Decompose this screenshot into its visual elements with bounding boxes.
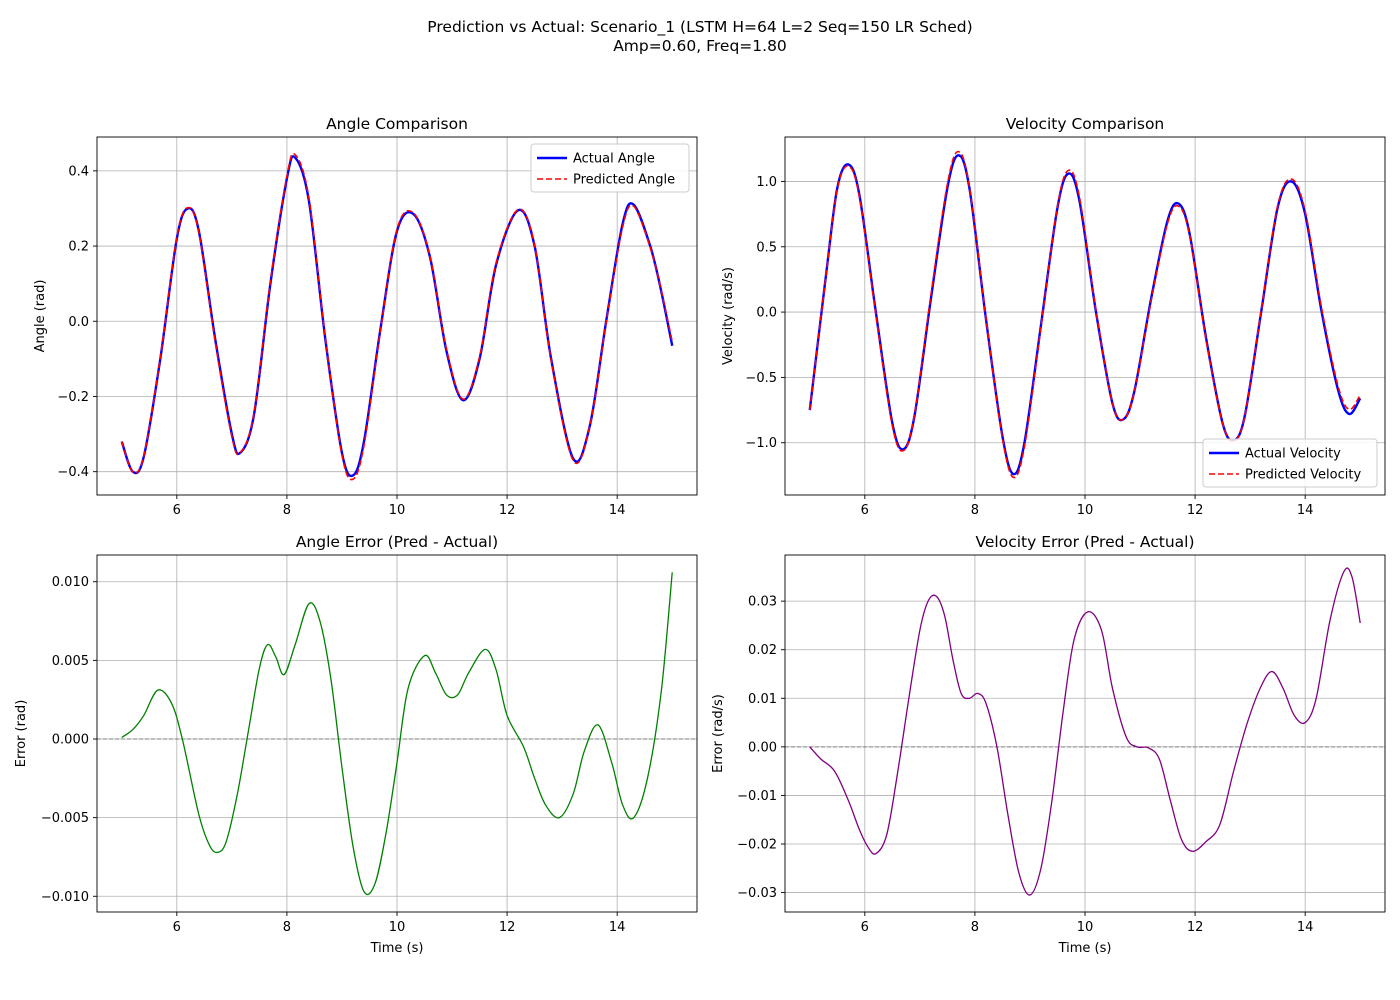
velocity_error-xtick-label: 6 xyxy=(861,920,869,935)
velocity_error-ytick-label: 0.00 xyxy=(748,740,777,755)
velocity_error-ylabel: Error (rad/s) xyxy=(711,694,726,773)
velocity-legend-box xyxy=(1202,438,1378,488)
velocity_error-series-velocity-error xyxy=(809,567,1361,896)
velocity_error-panel: 6 8 10 12 14 −0.03 −0.02 −0.01 0.00 0.01 0.02 0.03 V… xyxy=(711,533,1386,956)
velocity_error-xtick-label: 8 xyxy=(971,920,979,935)
angle-xtick-label: 6 xyxy=(173,503,181,518)
angle-panel: 6 8 10 12 14 −0.4 −0.2 0.0 0.2 0.4 Angle Compariso… xyxy=(33,115,698,518)
velocity-legend-label: Actual Velocity xyxy=(1245,447,1341,462)
angle_error-ytick-label: 0.005 xyxy=(52,654,89,669)
angle_error-ytick-label: −0.005 xyxy=(41,811,89,826)
velocity_error-ytick-label: −0.03 xyxy=(737,886,777,901)
velocity-xtick-label: 8 xyxy=(971,503,979,518)
velocity_error-xlabel: Time (s) xyxy=(1058,941,1112,956)
angle-legend-box xyxy=(530,143,690,193)
angle_error-xlabel: Time (s) xyxy=(370,941,424,956)
angle-ytick-label: 0.2 xyxy=(68,240,89,255)
velocity_error-ytick-label: −0.02 xyxy=(737,838,777,853)
angle-xtick-label: 8 xyxy=(283,503,291,518)
velocity_error-ytick-label: 0.02 xyxy=(748,643,777,658)
angle-title: Angle Comparison xyxy=(326,115,468,133)
velocity_error-ytick-label: −0.01 xyxy=(737,789,777,804)
angle_error-series-angle-error xyxy=(121,572,673,896)
velocity_error-ytick-label: 0.03 xyxy=(748,595,777,610)
angle_error-title: Angle Error (Pred - Actual) xyxy=(296,533,498,551)
angle_error-xtick-label: 10 xyxy=(389,920,406,935)
suptitle-line-2: Amp=0.60, Freq=1.80 xyxy=(613,37,787,55)
angle_error-xtick-label: 8 xyxy=(283,920,291,935)
velocity-series-predicted-velocity xyxy=(808,150,1361,479)
angle-ytick-label: −0.4 xyxy=(57,465,89,480)
angle_error-xtick-label: 12 xyxy=(499,920,516,935)
angle-ytick-label: 0.4 xyxy=(68,164,89,179)
velocity_error-xtick-label: 10 xyxy=(1077,920,1094,935)
velocity-title: Velocity Comparison xyxy=(1006,115,1165,133)
suptitle-line-1: Prediction vs Actual: Scenario_1 (LSTM H… xyxy=(427,18,972,37)
velocity_error-title: Velocity Error (Pred - Actual) xyxy=(975,533,1194,551)
velocity-xtick-label: 6 xyxy=(861,503,869,518)
angle-ytick-label: −0.2 xyxy=(57,390,89,405)
angle-legend-label: Predicted Angle xyxy=(573,173,675,188)
velocity_error-xtick-label: 14 xyxy=(1297,920,1314,935)
velocity-panel: 6 8 10 12 14 −1.0 −0.5 0.0 0.5 1.0 Velocity Compar… xyxy=(721,115,1386,518)
velocity-xtick-label: 10 xyxy=(1077,503,1094,518)
angle-xtick-label: 14 xyxy=(609,503,626,518)
angle_error-panel: 6 8 10 12 14 −0.010 −0.005 0.000 0.005 0.010 Angle… xyxy=(14,533,698,956)
angle_error-ytick-label: 0.010 xyxy=(52,575,89,590)
velocity_error-ytick-label: 0.01 xyxy=(748,692,777,707)
angle-series-predicted-angle xyxy=(121,152,674,481)
angle_error-ytick-label: 0.000 xyxy=(52,733,89,748)
velocity-legend-label: Predicted Velocity xyxy=(1245,468,1361,483)
velocity-ytick-label: 0.5 xyxy=(756,240,777,255)
angle-legend: Actual Angle Predicted Angle xyxy=(530,143,690,193)
velocity-ylabel: Velocity (rad/s) xyxy=(721,267,736,365)
angle_error-xtick-label: 14 xyxy=(609,920,626,935)
velocity-ytick-label: 0.0 xyxy=(756,306,777,321)
angle-legend-label: Actual Angle xyxy=(573,152,655,167)
velocity-xtick-label: 12 xyxy=(1187,503,1204,518)
angle_error-ytick-label: −0.010 xyxy=(41,890,89,905)
velocity-ytick-label: 1.0 xyxy=(756,175,777,190)
angle-xtick-label: 12 xyxy=(499,503,516,518)
velocity-xtick-label: 14 xyxy=(1297,503,1314,518)
velocity-ytick-label: −0.5 xyxy=(745,371,777,386)
angle_error-ylabel: Error (rad) xyxy=(14,700,29,768)
velocity_error-xtick-label: 12 xyxy=(1187,920,1204,935)
velocity-legend: Actual Velocity Predicted Velocity xyxy=(1202,438,1378,488)
angle-ylabel: Angle (rad) xyxy=(33,280,48,353)
velocity-ytick-label: −1.0 xyxy=(745,436,777,451)
angle-ytick-label: 0.0 xyxy=(68,315,89,330)
angle-xtick-label: 10 xyxy=(389,503,406,518)
angle_error-xtick-label: 6 xyxy=(173,920,181,935)
